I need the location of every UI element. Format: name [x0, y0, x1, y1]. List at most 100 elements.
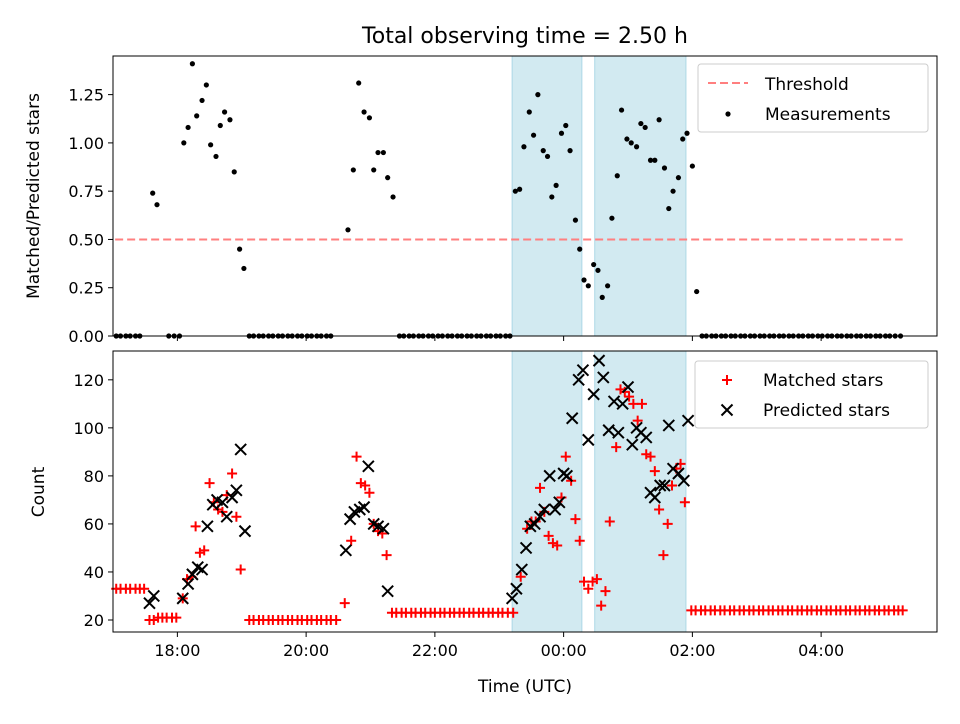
- x-axis-label: Time (UTC): [477, 677, 572, 697]
- bottom-x-axis: 18:00 20:00 22:00 00:00 02:00 04:00: [154, 632, 844, 660]
- measurement-point: [237, 246, 243, 252]
- predicted-star-marker: [626, 438, 639, 451]
- measurement-point: [577, 246, 583, 252]
- measurement-point: [194, 113, 200, 119]
- matched-star-marker: [139, 583, 150, 594]
- matched-star-marker: [535, 482, 546, 493]
- x-tick-label: 20:00: [283, 641, 329, 660]
- measurement-point: [595, 267, 601, 273]
- measurement-point: [526, 109, 532, 115]
- y-tick-label: 1.25: [68, 86, 104, 105]
- predicted-star-marker: [343, 512, 357, 526]
- top-plot-frame: [112, 55, 938, 337]
- predicted-star-marker: [548, 503, 562, 516]
- predicted-star-marker: [672, 467, 685, 480]
- predicted-star-marker: [572, 373, 585, 387]
- measurement-point: [517, 186, 523, 192]
- measurement-point: [217, 122, 223, 129]
- predicted-star-marker: [515, 563, 528, 576]
- predicted-star-marker: [357, 500, 371, 514]
- top-y-axis: 0.00 0.25 0.50 0.75 1.00 1.25: [68, 86, 113, 346]
- matched-star-marker: [351, 451, 362, 462]
- measurement-point: [585, 283, 591, 289]
- measurement-point: [181, 140, 187, 146]
- matched-star-marker: [339, 598, 350, 609]
- matched-star-marker: [231, 511, 242, 522]
- predicted-star-marker: [195, 563, 209, 576]
- matched-star-marker: [227, 468, 238, 479]
- predicted-star-marker: [653, 479, 667, 492]
- predicted-star-marker: [181, 577, 195, 591]
- measurement-point: [385, 175, 391, 181]
- measurement-point: [371, 167, 377, 173]
- matched-star-marker: [596, 600, 607, 611]
- predicted-star-marker: [234, 443, 247, 456]
- measurement-point: [670, 188, 676, 194]
- measurement-point: [628, 140, 634, 146]
- legend-measurement-label: Measurements: [765, 105, 891, 125]
- predicted-star-marker: [677, 474, 690, 487]
- legend-threshold-label: Threshold: [764, 75, 849, 95]
- measurement-point: [535, 92, 541, 98]
- matched-star-marker: [190, 521, 201, 532]
- matched-star-marker: [600, 586, 611, 597]
- matched-star-marker: [346, 535, 357, 546]
- predicted-star-marker: [582, 433, 595, 447]
- predicted-star-marker: [230, 484, 243, 497]
- predicted-star-marker: [560, 469, 574, 483]
- x-tick-label: 00:00: [541, 641, 587, 660]
- measurement-point: [540, 148, 546, 154]
- bottom-panel: 20 40 60 80 100 120 18:00 20:00 22:00 00:00 02:00…: [29, 350, 938, 697]
- matched-star-marker: [171, 612, 182, 623]
- measurement-point: [208, 142, 214, 148]
- matched-star-marker: [658, 550, 669, 561]
- measurement-point: [203, 82, 209, 88]
- predicted-star-marker: [720, 403, 734, 417]
- measurement-point: [512, 188, 518, 194]
- measurement-point: [605, 283, 611, 289]
- bottom-plot-frame: [112, 350, 938, 633]
- predicted-star-marker: [339, 544, 353, 557]
- measurement-point: [361, 109, 367, 115]
- predicted-star-marker: [648, 491, 662, 504]
- top-y-axis-label: Matched/Predicted stars: [24, 93, 44, 299]
- measurement-points: [113, 61, 904, 339]
- predicted-star-marker: [566, 412, 579, 425]
- matched-star-marker: [235, 564, 246, 575]
- matched-star-marker: [636, 398, 647, 409]
- matched-star-marker: [662, 518, 673, 529]
- y-tick-label: 60: [84, 515, 104, 534]
- predicted-star-marker: [216, 496, 229, 509]
- predicted-star-marker: [510, 582, 523, 595]
- measurement-point: [642, 124, 648, 131]
- x-tick-label: 22:00: [412, 641, 458, 660]
- matched-star-marker: [645, 451, 656, 462]
- measurement-point: [375, 149, 381, 156]
- matched-star-marker: [679, 497, 690, 508]
- predicted-star-marker: [381, 584, 394, 598]
- measurement-point: [549, 194, 555, 200]
- measurement-point: [572, 217, 579, 223]
- predicted-star-marker: [662, 419, 675, 432]
- top-legend: Threshold Measurements: [697, 63, 929, 133]
- measurement-point: [647, 157, 654, 163]
- measurement-point: [154, 202, 160, 208]
- matched-star-marker: [574, 535, 585, 546]
- matched-star-marker: [722, 375, 732, 385]
- measurement-point: [231, 169, 237, 175]
- matched-star-marker: [628, 398, 639, 409]
- legend-measurement-swatch: [725, 111, 731, 117]
- measurement-point: [390, 194, 396, 200]
- matched-star-marker: [360, 480, 371, 491]
- predicted-star-marker: [238, 524, 252, 538]
- top-x-ticks: [176, 336, 822, 341]
- matched-star-marker: [508, 607, 519, 618]
- predicted-star-marker: [543, 469, 556, 483]
- measurement-point: [185, 124, 191, 131]
- predicted-star-marker: [176, 592, 189, 605]
- legend-matched-label: Matched stars: [763, 371, 883, 391]
- predicted-star-marker: [621, 380, 635, 394]
- predicted-star-marker: [681, 414, 695, 427]
- top-shaded-intervals: [511, 55, 687, 337]
- measurement-point: [345, 227, 351, 233]
